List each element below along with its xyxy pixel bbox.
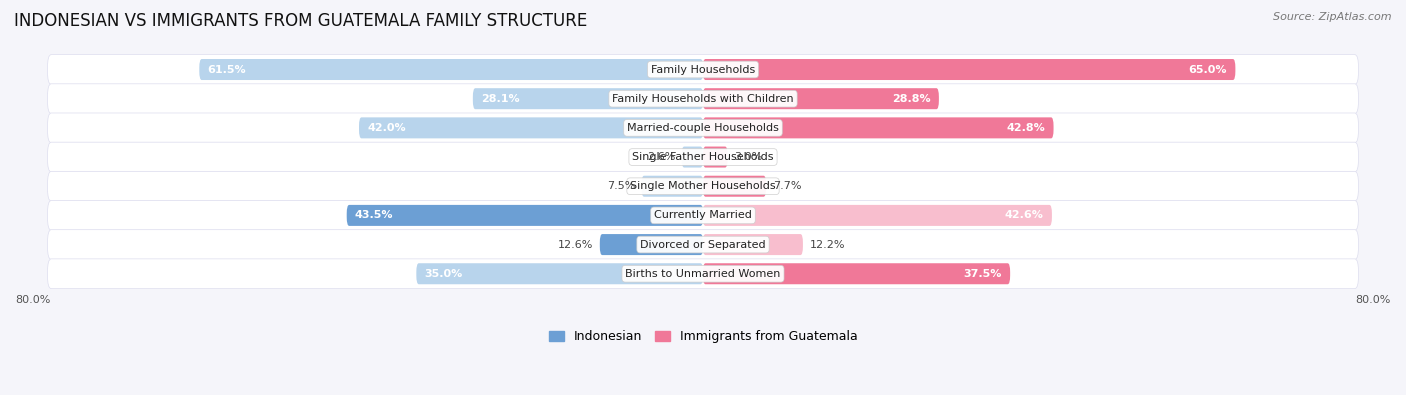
Text: Source: ZipAtlas.com: Source: ZipAtlas.com	[1274, 12, 1392, 22]
FancyBboxPatch shape	[600, 234, 703, 255]
FancyBboxPatch shape	[48, 171, 1358, 201]
FancyBboxPatch shape	[703, 205, 1052, 226]
FancyBboxPatch shape	[641, 176, 703, 197]
FancyBboxPatch shape	[48, 113, 1358, 143]
Text: 35.0%: 35.0%	[425, 269, 463, 279]
Legend: Indonesian, Immigrants from Guatemala: Indonesian, Immigrants from Guatemala	[548, 330, 858, 343]
FancyBboxPatch shape	[48, 259, 1358, 289]
Text: 80.0%: 80.0%	[1355, 295, 1391, 305]
Text: 28.1%: 28.1%	[481, 94, 520, 104]
Text: Births to Unmarried Women: Births to Unmarried Women	[626, 269, 780, 279]
FancyBboxPatch shape	[48, 201, 1358, 230]
FancyBboxPatch shape	[703, 263, 1010, 284]
Text: 43.5%: 43.5%	[354, 211, 394, 220]
FancyBboxPatch shape	[347, 205, 703, 226]
FancyBboxPatch shape	[682, 147, 703, 167]
FancyBboxPatch shape	[703, 117, 1053, 138]
FancyBboxPatch shape	[703, 59, 1236, 80]
FancyBboxPatch shape	[200, 59, 703, 80]
Text: 37.5%: 37.5%	[963, 269, 1002, 279]
Text: 61.5%: 61.5%	[208, 64, 246, 75]
FancyBboxPatch shape	[416, 263, 703, 284]
Text: 28.8%: 28.8%	[891, 94, 931, 104]
Text: Family Households: Family Households	[651, 64, 755, 75]
Text: Married-couple Households: Married-couple Households	[627, 123, 779, 133]
Text: Divorced or Separated: Divorced or Separated	[640, 240, 766, 250]
Text: 7.5%: 7.5%	[606, 181, 636, 191]
Text: Family Households with Children: Family Households with Children	[612, 94, 794, 104]
Text: 3.0%: 3.0%	[734, 152, 762, 162]
FancyBboxPatch shape	[48, 55, 1358, 85]
Text: 80.0%: 80.0%	[15, 295, 51, 305]
Text: 65.0%: 65.0%	[1188, 64, 1227, 75]
Text: Currently Married: Currently Married	[654, 211, 752, 220]
FancyBboxPatch shape	[703, 147, 727, 167]
Text: Single Mother Households: Single Mother Households	[630, 181, 776, 191]
FancyBboxPatch shape	[703, 234, 803, 255]
Text: 42.8%: 42.8%	[1007, 123, 1046, 133]
Text: 12.2%: 12.2%	[810, 240, 845, 250]
FancyBboxPatch shape	[703, 88, 939, 109]
Text: 7.7%: 7.7%	[773, 181, 801, 191]
Text: 42.0%: 42.0%	[367, 123, 406, 133]
Text: 42.6%: 42.6%	[1005, 211, 1043, 220]
FancyBboxPatch shape	[359, 117, 703, 138]
Text: INDONESIAN VS IMMIGRANTS FROM GUATEMALA FAMILY STRUCTURE: INDONESIAN VS IMMIGRANTS FROM GUATEMALA …	[14, 12, 588, 30]
FancyBboxPatch shape	[48, 84, 1358, 114]
Text: Single Father Households: Single Father Households	[633, 152, 773, 162]
FancyBboxPatch shape	[703, 176, 766, 197]
FancyBboxPatch shape	[48, 230, 1358, 260]
Text: 2.6%: 2.6%	[647, 152, 675, 162]
Text: 12.6%: 12.6%	[558, 240, 593, 250]
FancyBboxPatch shape	[48, 142, 1358, 172]
FancyBboxPatch shape	[472, 88, 703, 109]
